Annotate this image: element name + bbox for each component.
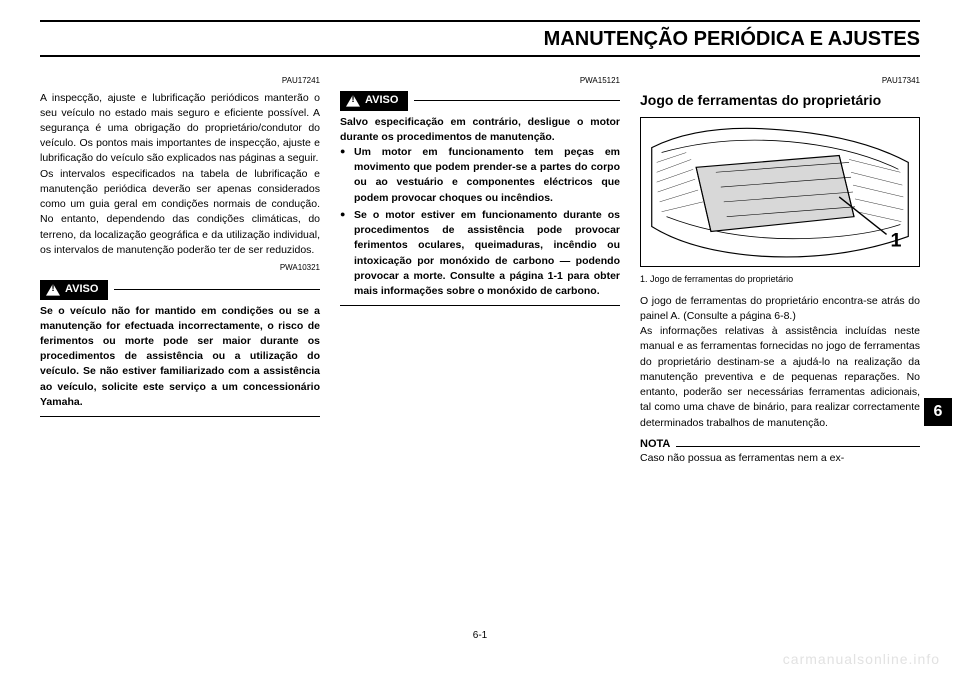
column-3: PAU17341 Jogo de ferramentas do propriet… bbox=[640, 75, 920, 466]
toolkit-figure: 1 bbox=[640, 117, 920, 267]
column-2: PWA15121 ! AVISO Salvo especificação em … bbox=[340, 75, 620, 466]
warning-label: AVISO bbox=[365, 93, 398, 109]
warning-text: Se o veículo não for mantido em condiçõe… bbox=[40, 304, 320, 411]
warning-rule bbox=[414, 100, 620, 101]
list-item: Um motor em funcionamento tem peças em m… bbox=[340, 145, 620, 206]
warning-intro: Salvo especificação em contrário, deslig… bbox=[340, 115, 620, 145]
section-heading: Jogo de ferramentas do proprietário bbox=[640, 91, 920, 109]
note-text: Caso não possua as ferramentas nem a ex- bbox=[640, 451, 920, 466]
figure-caption: 1. Jogo de ferramentas do proprietário bbox=[640, 273, 920, 286]
note-rule bbox=[676, 446, 920, 447]
watermark-text: carmanualsonline.info bbox=[783, 651, 940, 667]
body-text: Os intervalos especificados na tabela de… bbox=[40, 167, 320, 258]
body-text: As informações relativas à assistência i… bbox=[640, 324, 920, 431]
page-content: MANUTENÇÃO PERIÓDICA E AJUSTES PAU17241 … bbox=[40, 20, 920, 466]
header-top-rule bbox=[40, 20, 920, 22]
body-text: O jogo de ferramentas do proprietário en… bbox=[640, 294, 920, 324]
warning-header: ! AVISO bbox=[40, 280, 320, 300]
ref-code: PAU17341 bbox=[640, 75, 920, 87]
warning-triangle-icon: ! bbox=[346, 95, 360, 107]
list-item: Se o motor estiver em funcionamento dura… bbox=[340, 208, 620, 299]
warning-triangle-icon: ! bbox=[46, 284, 60, 296]
ref-code: PWA10321 bbox=[40, 262, 320, 274]
body-text: A inspecção, ajuste e lubrificação perió… bbox=[40, 91, 320, 167]
page-title: MANUTENÇÃO PERIÓDICA E AJUSTES bbox=[40, 28, 920, 57]
warning-rule bbox=[114, 289, 320, 290]
section-end-rule bbox=[40, 416, 320, 417]
section-end-rule bbox=[340, 305, 620, 306]
ref-code: PAU17241 bbox=[40, 75, 320, 87]
warning-header: ! AVISO bbox=[340, 91, 620, 111]
column-1: PAU17241 A inspecção, ajuste e lubrifica… bbox=[40, 75, 320, 466]
warning-label: AVISO bbox=[65, 282, 98, 298]
warning-badge: ! AVISO bbox=[340, 91, 408, 111]
page-number: 6-1 bbox=[473, 630, 487, 641]
chapter-tab: 6 bbox=[924, 398, 952, 426]
warning-badge: ! AVISO bbox=[40, 280, 108, 300]
figure-callout-number: 1 bbox=[891, 229, 902, 251]
columns-container: PAU17241 A inspecção, ajuste e lubrifica… bbox=[40, 75, 920, 466]
ref-code: PWA15121 bbox=[340, 75, 620, 87]
warning-list: Um motor em funcionamento tem peças em m… bbox=[340, 145, 620, 299]
toolkit-illustration: 1 bbox=[641, 118, 919, 266]
